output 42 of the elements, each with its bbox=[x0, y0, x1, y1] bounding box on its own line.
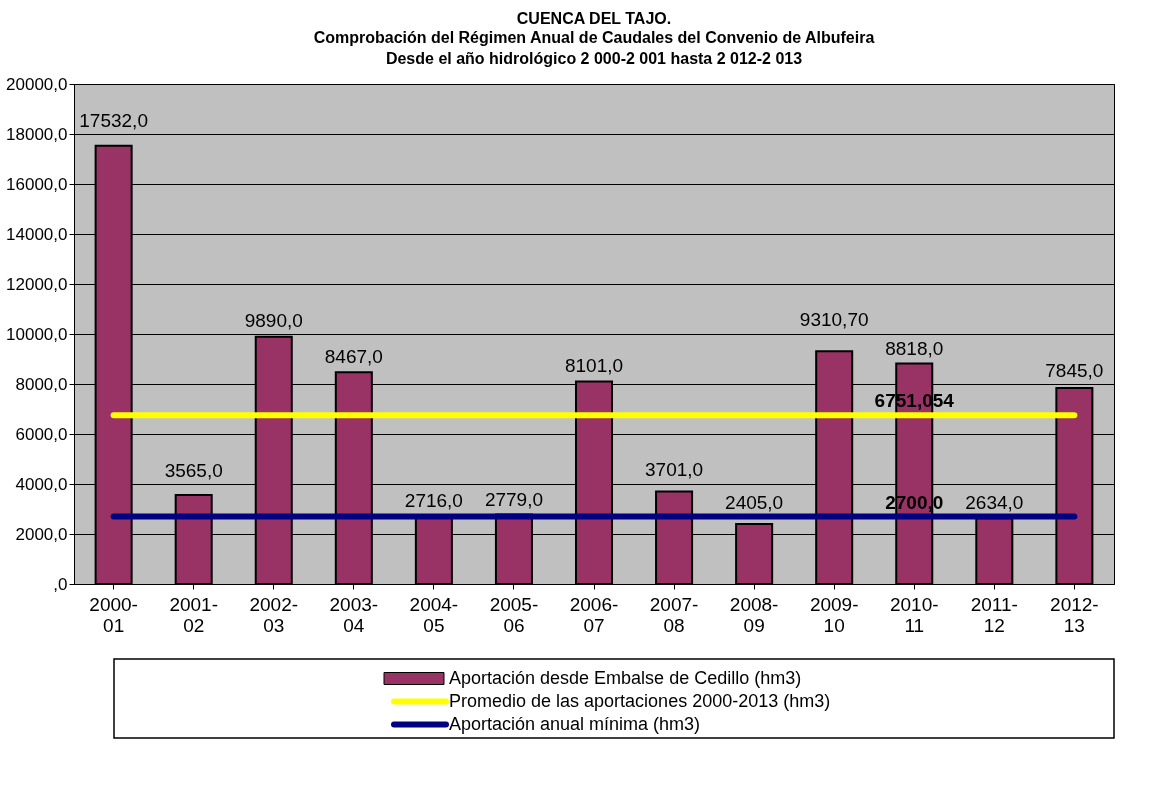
data-label: 17532,0 bbox=[79, 109, 148, 131]
y-tick-label: 14000,0 bbox=[6, 224, 68, 244]
x-tick-label: 2002-03 bbox=[249, 593, 299, 636]
data-label: 2634,0 bbox=[965, 492, 1024, 514]
chart-title: CUENCA DEL TAJO. bbox=[516, 10, 672, 27]
legend-label: Aportación desde Embalse de Cedillo (hm3) bbox=[449, 667, 802, 688]
y-tick-label: 8000,0 bbox=[15, 374, 68, 394]
data-label: 9890,0 bbox=[244, 309, 303, 331]
x-tick-label: 2008-09 bbox=[729, 593, 779, 636]
x-tick-label: 2010-11 bbox=[889, 593, 939, 636]
y-tick-label: ,0 bbox=[53, 574, 68, 594]
data-label: 8818,0 bbox=[885, 337, 944, 359]
x-tick-label: 2001-02 bbox=[169, 593, 218, 636]
chart-subtitle: Comprobación del Régimen Anual de Caudales del Convenio de Albufeira Desde el año hidrológico 2 000-2 001 hasta 2 012-2 013 bbox=[313, 29, 875, 67]
y-tick-label: 20000,0 bbox=[6, 74, 68, 94]
data-label: 2779,0 bbox=[484, 488, 543, 510]
x-tick-label: 2003-04 bbox=[329, 593, 379, 636]
y-tick-label: 4000,0 bbox=[15, 474, 68, 494]
x-tick-label: 2009-10 bbox=[809, 593, 859, 636]
y-tick-label: 2000,0 bbox=[15, 524, 68, 544]
x-tick-label: 2006-07 bbox=[569, 593, 619, 636]
x-tick-label: 2005-06 bbox=[489, 593, 539, 636]
data-label: 7845,0 bbox=[1045, 359, 1104, 381]
x-tick-label: 2007-08 bbox=[649, 593, 699, 636]
data-label: 9310,70 bbox=[799, 309, 869, 331]
data-label: 8467,0 bbox=[324, 346, 383, 368]
data-label: 3565,0 bbox=[164, 459, 223, 481]
x-tick-label: 2011-12 bbox=[970, 593, 1018, 636]
data-label: 2716,0 bbox=[404, 490, 463, 512]
y-tick-label: 18000,0 bbox=[6, 124, 68, 144]
legend-label: Promedio de las aportaciones 2000-2013 (hm3) bbox=[449, 690, 831, 711]
data-label: 2405,0 bbox=[725, 491, 784, 513]
data-label: 3701,0 bbox=[645, 459, 704, 481]
data-label: 8101,0 bbox=[564, 355, 624, 377]
legend-label: Aportación anual mínima (hm3) bbox=[449, 713, 701, 734]
y-tick-label: 6000,0 bbox=[15, 424, 68, 444]
x-tick-label: 2012-13 bbox=[1050, 593, 1099, 636]
x-tick-label: 2004-05 bbox=[409, 593, 459, 636]
x-tick-label: 2000-01 bbox=[89, 593, 138, 636]
y-tick-label: 10000,0 bbox=[6, 324, 68, 344]
y-tick-label: 16000,0 bbox=[6, 174, 68, 194]
y-tick-label: 12000,0 bbox=[6, 274, 68, 294]
